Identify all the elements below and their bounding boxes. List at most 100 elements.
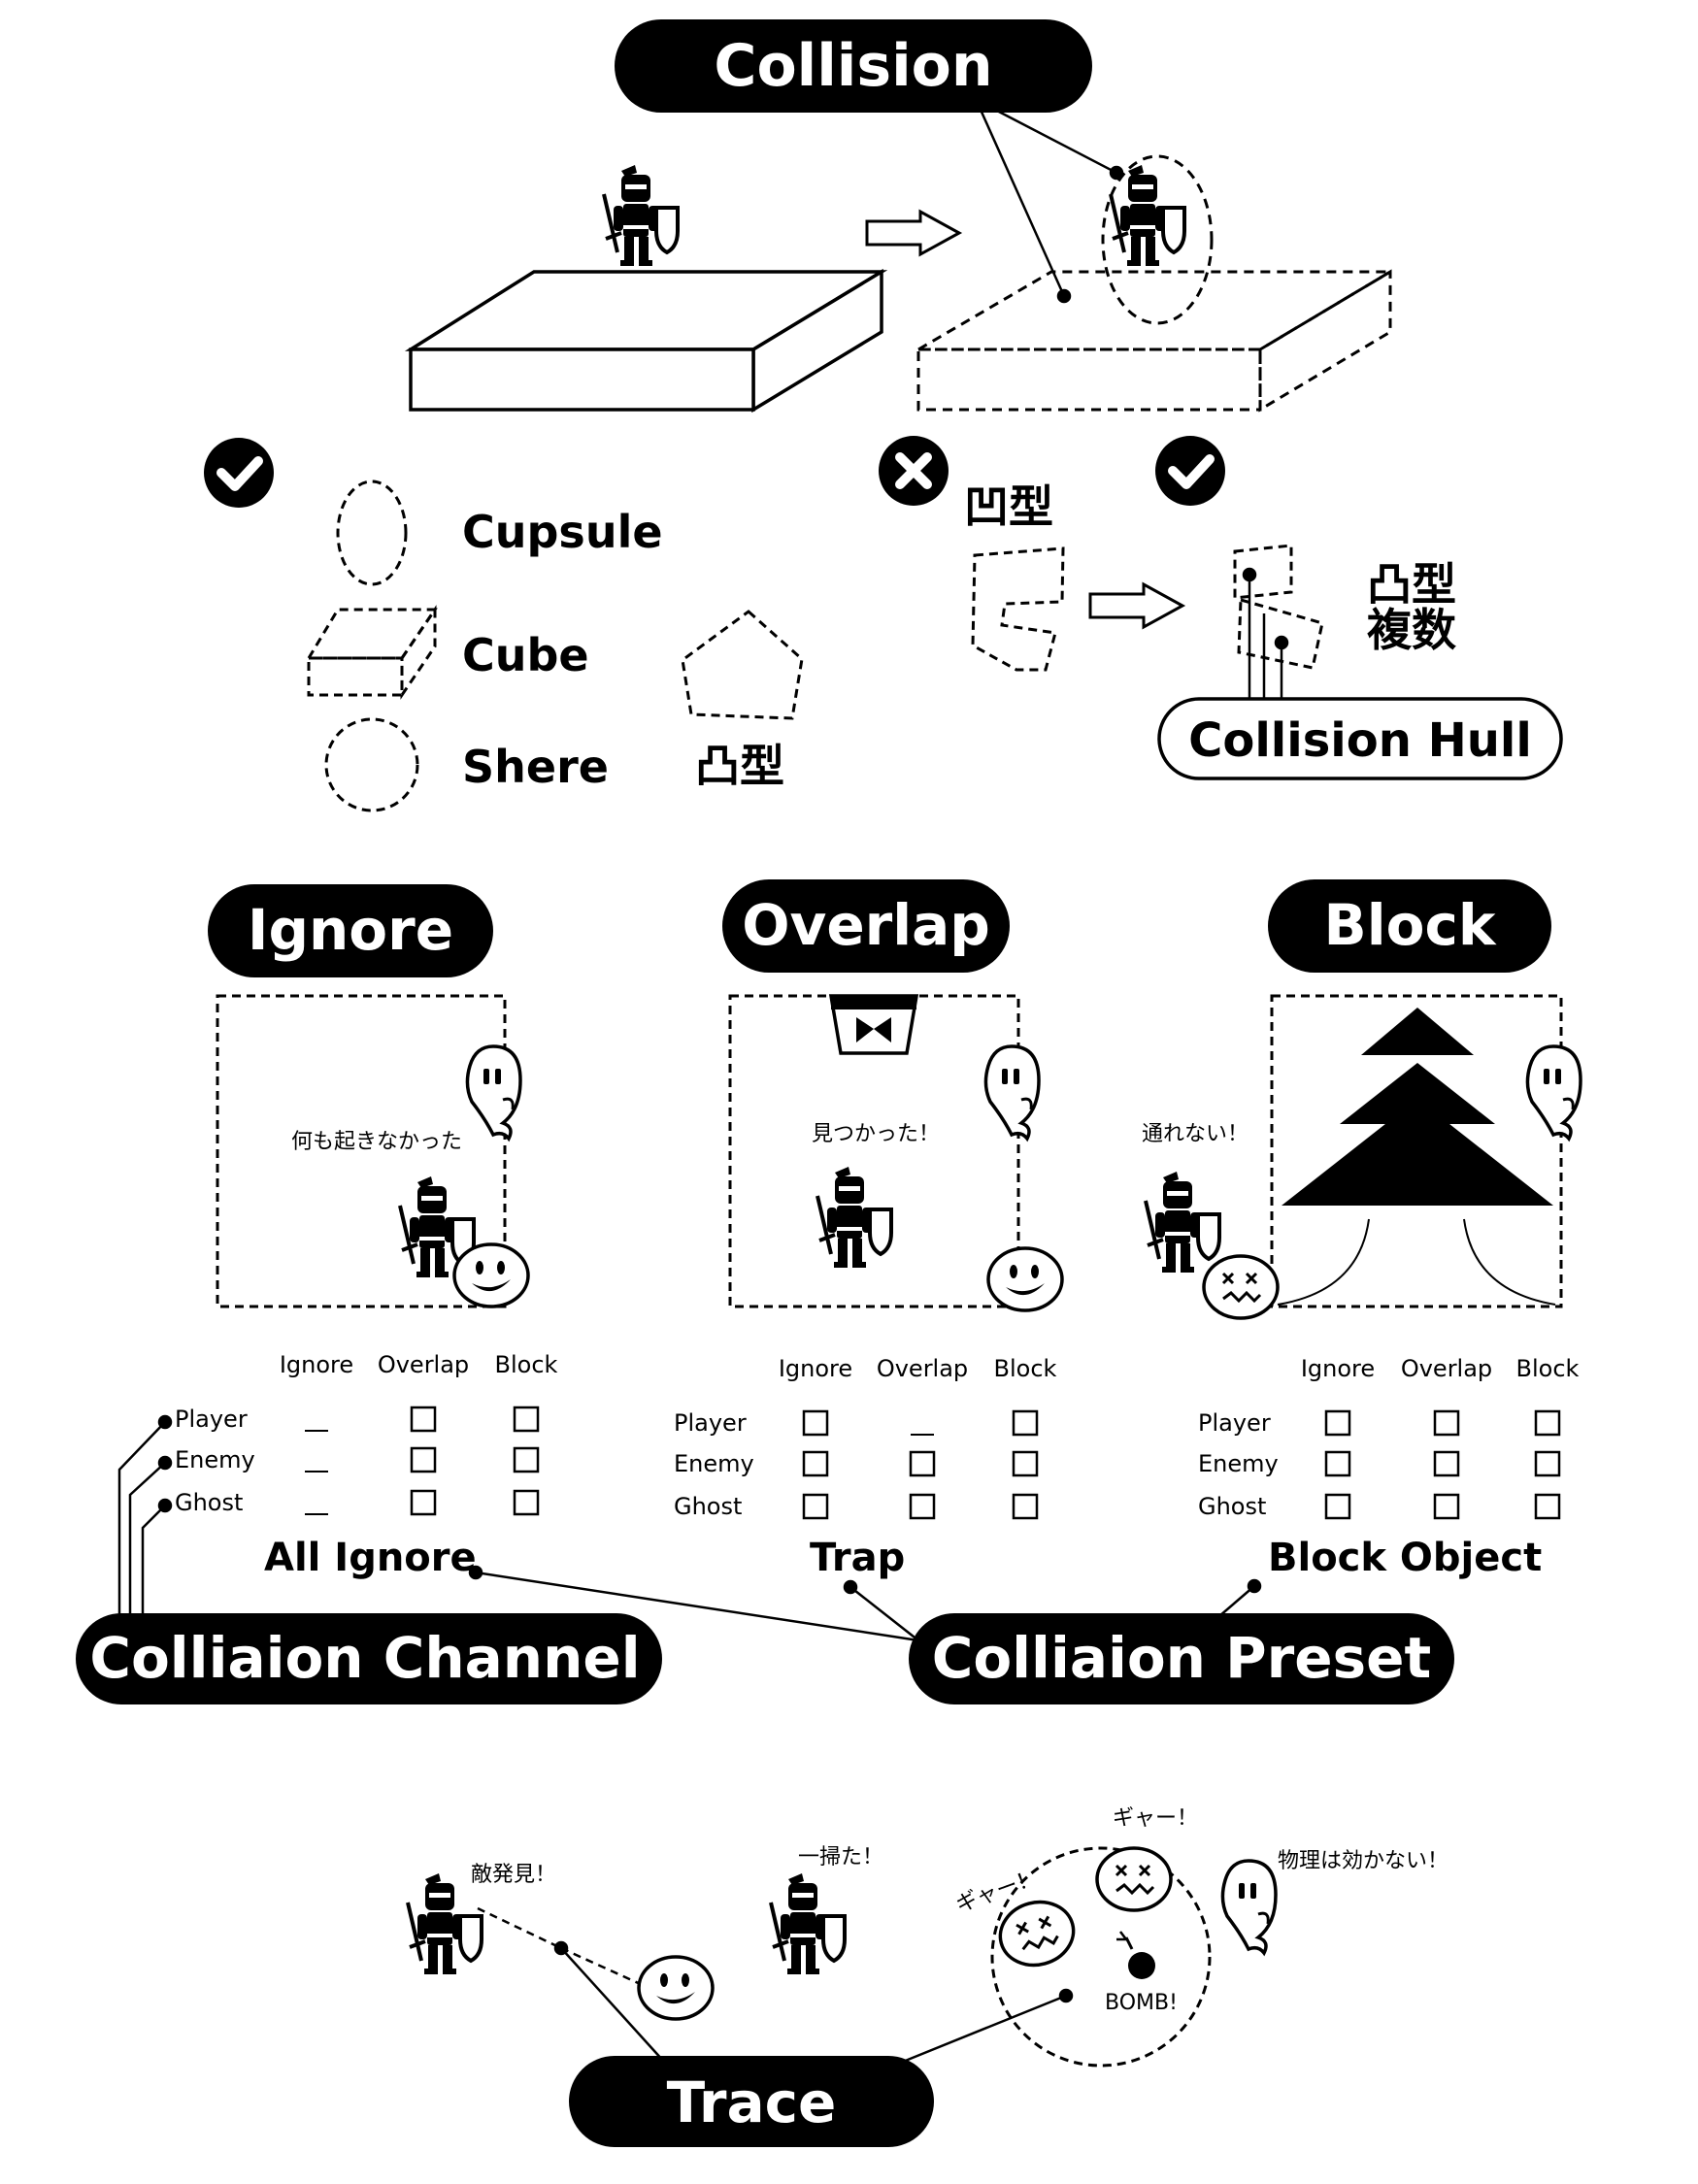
label-convex: 凸型 [695, 740, 784, 792]
checkbox [1433, 1493, 1460, 1520]
checkbox [1012, 1409, 1039, 1437]
collision-leader-lines [979, 108, 1124, 304]
caption-swept: 一掃た！ [798, 1845, 883, 1870]
collision-hull-pill: Collision Hull [1157, 697, 1563, 780]
trap-camera-icon [828, 994, 919, 1055]
table-header: Overlap [877, 1355, 968, 1382]
trace-line [477, 1906, 665, 2063]
preset-title: Colliaion Preset [932, 1625, 1431, 1691]
table-row-label: Enemy [1198, 1450, 1279, 1477]
block-volume [1270, 994, 1563, 1308]
arrow-right-icon [1088, 581, 1186, 630]
caption-overlap: 見つかった！ [812, 1122, 940, 1146]
table-row-label: Player [175, 1406, 248, 1433]
preset-block-object: Block Object [1268, 1536, 1542, 1580]
checkbox [410, 1446, 437, 1473]
trace-leader-line [902, 1988, 1074, 2064]
slime-dead-figure [1202, 1254, 1280, 1320]
label-sphere: Shere [462, 741, 609, 793]
table-header: Block [1516, 1355, 1580, 1382]
checkbox [1324, 1493, 1351, 1520]
collision-hull-title: Collision Hull [1188, 713, 1532, 768]
ignore-volume [216, 994, 507, 1308]
slime-figure [986, 1246, 1064, 1312]
cross-icon [879, 436, 949, 506]
table-header: Ignore [280, 1351, 353, 1378]
collision-title: Collision [714, 32, 992, 100]
table-row-label: Player [1198, 1409, 1271, 1437]
capsule-shape [336, 480, 408, 586]
checkbox [1433, 1409, 1460, 1437]
checkbox [513, 1406, 540, 1433]
caption-bomb: BOMB! [1105, 1991, 1178, 2015]
table-row-label: Ghost [175, 1489, 243, 1516]
checkbox [909, 1493, 936, 1520]
caption-block: 通れない！ [1142, 1122, 1249, 1146]
ignore-title-pill: Ignore [208, 884, 493, 977]
overlap-volume [728, 994, 1020, 1308]
ghost-figure [1220, 1859, 1278, 1955]
table-row-label: Player [674, 1409, 747, 1437]
checkbox [513, 1446, 540, 1473]
ignore-title: Ignore [248, 897, 453, 963]
cube-shape [306, 605, 438, 700]
check-icon [204, 438, 274, 508]
capsule-collision-outline [1101, 154, 1214, 325]
caption-no-physics: 物理は効かない！ [1278, 1849, 1448, 1873]
preset-table: Ignore Overlap Block Player Enemy Ghost [1198, 1355, 1580, 1520]
label-capsule: Cupsule [462, 506, 663, 558]
convex-multi-hulls [1233, 544, 1324, 670]
checkbox [802, 1493, 829, 1520]
table-header: Block [994, 1355, 1057, 1382]
preset-tables: Ignore Overlap BlockPlayerEnemyGhostIgnore… [175, 1351, 1580, 1520]
checkbox [1433, 1450, 1460, 1477]
checkbox [1324, 1450, 1351, 1477]
checkbox [1534, 1409, 1561, 1437]
slime-figure [452, 1242, 530, 1308]
preset-table: Ignore Overlap Block Player Enemy Ghost [175, 1351, 558, 1516]
caption-ignore: 何も起きなかった [291, 1130, 462, 1154]
table-header: Block [495, 1351, 558, 1378]
knight-figure [816, 1165, 893, 1270]
table-row-label: Ghost [674, 1493, 742, 1520]
bomb-icon [1116, 1931, 1155, 1979]
checkbox [1534, 1493, 1561, 1520]
checkbox [1324, 1409, 1351, 1437]
ghost-figure [465, 1044, 522, 1141]
knight-figure [769, 1871, 847, 1976]
bomb-radius [990, 1846, 1212, 2068]
checkbox [802, 1409, 829, 1437]
label-convex-multi-2: 複数 [1367, 604, 1456, 656]
label-cube: Cube [462, 629, 589, 681]
checkbox [909, 1450, 936, 1477]
overlap-title: Overlap [742, 892, 990, 958]
arrow-right-icon [865, 209, 963, 257]
overlap-title-pill: Overlap [722, 879, 1010, 973]
table-row-label: Enemy [674, 1450, 754, 1477]
channel-title: Colliaion Channel [89, 1625, 640, 1691]
tree-wall [1277, 1008, 1556, 1306]
knight-figure [1109, 163, 1186, 268]
checkbox [1534, 1450, 1561, 1477]
checkbox [410, 1489, 437, 1516]
concave-shape [971, 546, 1065, 672]
block-title-pill: Block [1268, 879, 1551, 973]
sphere-shape [324, 717, 419, 812]
convex-pentagon-shape [681, 610, 804, 720]
knight-figure [602, 163, 680, 268]
table-row-label: Enemy [175, 1446, 255, 1473]
checkbox [410, 1406, 437, 1433]
channel-leader-lines [117, 1414, 173, 1619]
table-header: Overlap [378, 1351, 469, 1378]
knight-figure [406, 1871, 483, 1976]
slime-figure [637, 1955, 715, 2021]
block-title: Block [1324, 892, 1497, 958]
checkbox [513, 1489, 540, 1516]
table-header: Overlap [1401, 1355, 1492, 1382]
ghost-figure [1525, 1044, 1582, 1141]
preset-trap: Trap [810, 1536, 905, 1580]
knight-figure [1144, 1170, 1221, 1274]
collision-title-pill: Collision [615, 19, 1092, 113]
preset-leader-lines [468, 1565, 1262, 1642]
dashed-block [913, 269, 1396, 413]
